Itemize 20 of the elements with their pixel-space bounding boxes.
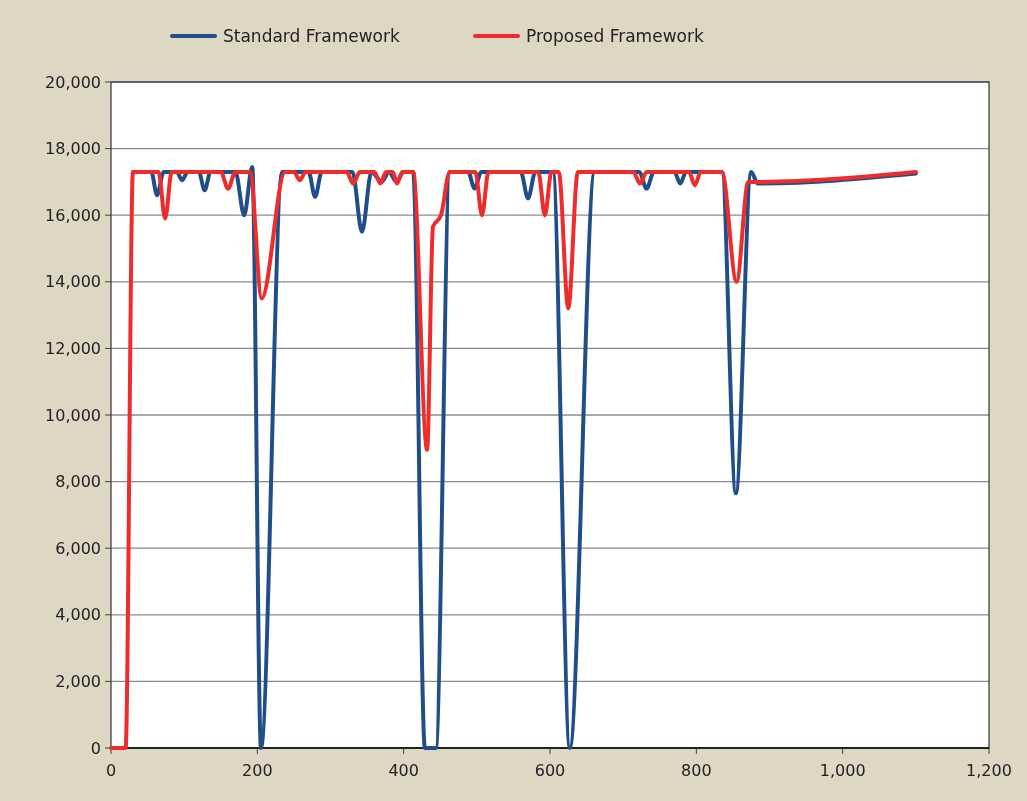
y-tick-label: 10,000: [45, 405, 101, 425]
x-tick-label: 400: [388, 761, 419, 780]
x-tick-label: 1,000: [819, 761, 866, 780]
x-tick-label: 800: [681, 761, 712, 780]
y-tick-label: 2,000: [55, 672, 101, 691]
legend-label: Standard Framework: [223, 25, 400, 46]
y-tick-label: 8,000: [55, 472, 101, 492]
x-tick-label: 0: [105, 761, 117, 780]
x-tick-label: 1,200: [966, 761, 1012, 780]
legend-label: Proposed Framework: [526, 25, 704, 46]
y-tick-label: 14,000: [45, 272, 101, 292]
y-tick-label: 12,000: [45, 339, 101, 358]
y-tick-label: 18,000: [45, 139, 101, 159]
x-tick-label: 600: [534, 761, 566, 780]
y-tick-label: 6,000: [55, 538, 101, 558]
x-tick-label: 200: [242, 761, 273, 780]
y-tick-label: 16,000: [45, 205, 101, 225]
y-tick-label: 4,000: [55, 605, 101, 625]
y-tick-label: 20,000: [45, 72, 101, 92]
y-tick-label: 0: [90, 738, 101, 758]
